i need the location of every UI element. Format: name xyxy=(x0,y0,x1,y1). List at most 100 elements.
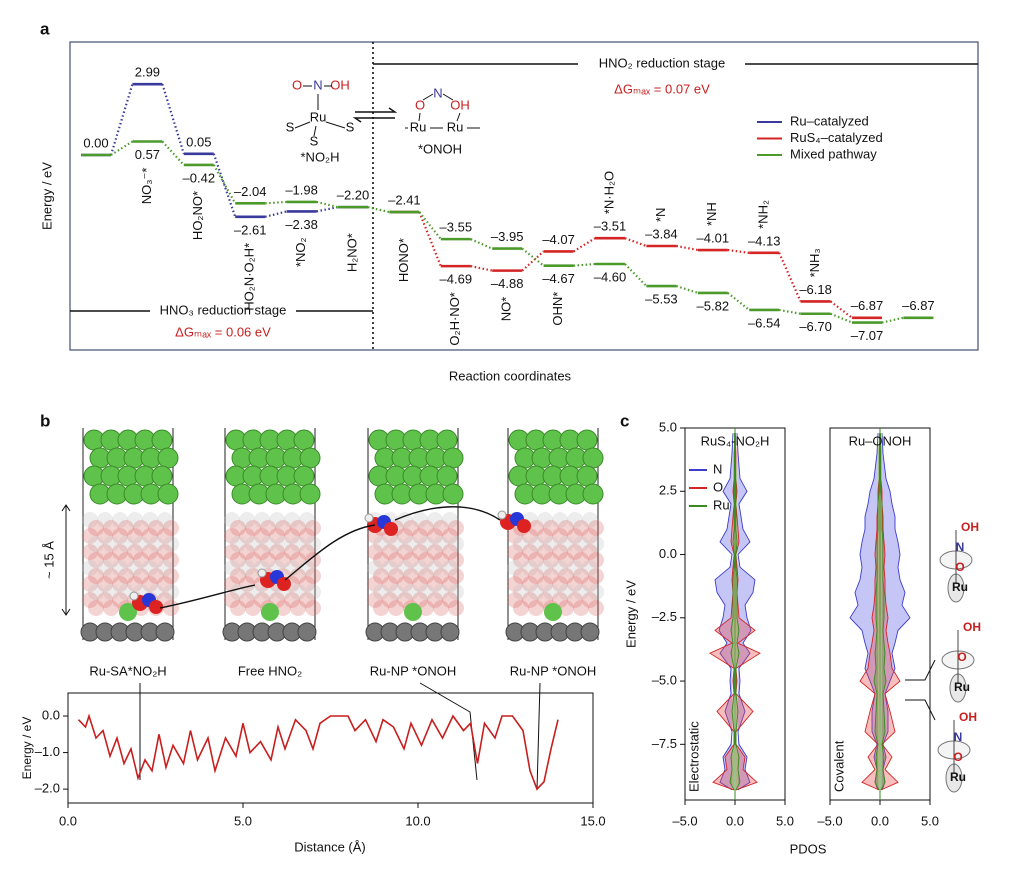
water xyxy=(245,584,261,600)
water xyxy=(299,592,315,608)
water xyxy=(88,520,104,536)
state-label: NO₃⁻* xyxy=(139,168,154,205)
value-label: –5.82 xyxy=(697,298,730,313)
cl-atom xyxy=(582,483,604,505)
y-axis-label: Energy / eV xyxy=(623,580,638,648)
value-label: –3.51 xyxy=(594,219,627,234)
value-label: –6.87 xyxy=(902,298,935,313)
water xyxy=(254,544,270,560)
callout xyxy=(139,682,541,791)
water xyxy=(97,512,113,528)
panel-label: b xyxy=(40,411,50,430)
water xyxy=(582,576,598,592)
water xyxy=(537,576,553,592)
water xyxy=(163,584,179,600)
water xyxy=(224,512,240,528)
water xyxy=(522,544,538,560)
water xyxy=(260,520,276,536)
water xyxy=(448,536,464,552)
path-arrow xyxy=(159,506,501,609)
water xyxy=(299,512,315,528)
orbital-label: Ru xyxy=(954,680,970,694)
water xyxy=(373,552,389,568)
water xyxy=(112,560,128,576)
water xyxy=(582,528,598,544)
water xyxy=(442,528,458,544)
panel-b-frame xyxy=(67,692,594,804)
subplot-note: Electrostatic xyxy=(686,721,701,792)
water xyxy=(427,528,443,544)
legend-label: RuS₄–catalyzed xyxy=(790,130,883,145)
orbital-label: Ru xyxy=(950,770,966,784)
water xyxy=(127,528,143,544)
water xyxy=(103,536,119,552)
water xyxy=(558,568,574,584)
mol-h xyxy=(364,513,374,523)
cl-atom xyxy=(576,429,598,451)
water xyxy=(412,512,428,528)
water xyxy=(157,560,173,576)
x-axis-label: Distance (Å) xyxy=(294,839,366,854)
cl-atom xyxy=(582,447,604,469)
water xyxy=(522,576,538,592)
water xyxy=(373,568,389,584)
water xyxy=(142,544,158,560)
mol-h xyxy=(497,510,507,520)
water xyxy=(254,528,270,544)
value-label: –4.07 xyxy=(542,232,575,247)
x-tick-label: –5.0 xyxy=(672,813,697,828)
state-label: O₂H·NO* xyxy=(447,292,462,345)
water xyxy=(442,544,458,560)
value-label: –3.84 xyxy=(645,226,678,241)
x-tick-label: 5.0 xyxy=(921,813,939,828)
y-tick-label: –5.0 xyxy=(652,672,677,687)
connector xyxy=(727,292,750,311)
water xyxy=(133,568,149,584)
water xyxy=(418,552,434,568)
water xyxy=(224,528,240,544)
atom-label: OH xyxy=(450,97,470,112)
water xyxy=(427,576,443,592)
water xyxy=(284,528,300,544)
atom-label: S xyxy=(346,119,355,134)
water xyxy=(97,544,113,560)
orbital-label: N xyxy=(956,540,965,554)
water xyxy=(284,560,300,576)
water xyxy=(103,584,119,600)
water xyxy=(275,520,291,536)
mol-o xyxy=(149,600,163,614)
mol-o xyxy=(277,577,291,591)
connector xyxy=(418,211,442,240)
connector xyxy=(676,244,699,252)
water xyxy=(412,544,428,560)
water xyxy=(97,560,113,576)
value-label: –0.42 xyxy=(183,170,216,185)
y-tick-label: –7.5 xyxy=(652,736,677,751)
water xyxy=(388,584,404,600)
y-tick-label: –2.5 xyxy=(652,609,677,624)
water xyxy=(448,600,464,616)
water xyxy=(299,576,315,592)
y-axis-label: Energy / eV xyxy=(39,162,54,230)
panel-a-frame xyxy=(69,41,979,351)
water xyxy=(567,528,583,544)
water xyxy=(239,544,255,560)
state-label: *N·H₂O xyxy=(601,171,616,214)
water xyxy=(522,560,538,576)
water xyxy=(142,560,158,576)
state-label: H₂NO* xyxy=(344,233,359,272)
water xyxy=(82,592,98,608)
y-tick-label: –2.0 xyxy=(35,781,60,796)
mol-h xyxy=(129,591,139,601)
value-label: –6.70 xyxy=(799,319,832,334)
water xyxy=(582,544,598,560)
connector xyxy=(264,210,287,218)
stage-dg: ΔGₘₐₓ = 0.07 eV xyxy=(614,81,710,96)
water xyxy=(103,568,119,584)
water xyxy=(367,576,383,592)
water xyxy=(382,544,398,560)
legend-label: Mixed pathway xyxy=(790,146,877,161)
atom-label: Ru xyxy=(447,119,464,134)
water xyxy=(133,536,149,552)
orbital-label: O xyxy=(955,560,964,574)
